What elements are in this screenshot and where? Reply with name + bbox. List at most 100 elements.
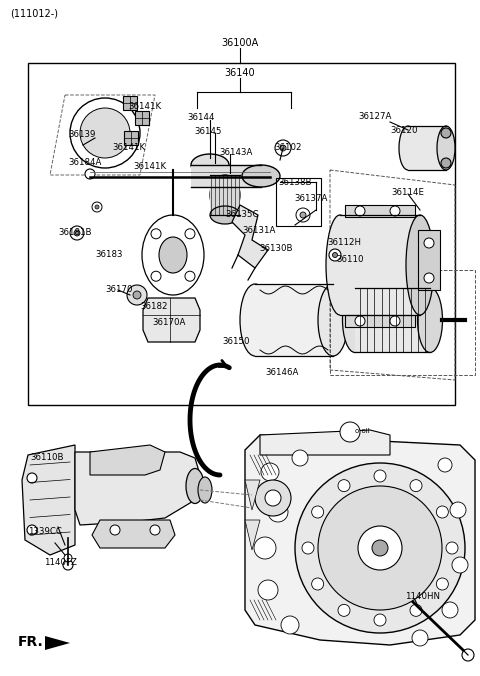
Circle shape	[133, 291, 141, 299]
Text: 36110: 36110	[336, 255, 363, 264]
Circle shape	[329, 249, 341, 261]
Text: 36100A: 36100A	[221, 38, 259, 48]
Circle shape	[92, 202, 102, 212]
Text: 36141K: 36141K	[128, 102, 161, 111]
Circle shape	[151, 228, 161, 239]
Bar	[418, 230, 440, 290]
Text: 1140FZ: 1140FZ	[44, 558, 77, 567]
Polygon shape	[92, 520, 175, 548]
Text: 36184A: 36184A	[68, 158, 101, 167]
Polygon shape	[245, 520, 260, 550]
Circle shape	[441, 128, 451, 138]
Circle shape	[436, 578, 448, 590]
Circle shape	[302, 542, 314, 554]
Circle shape	[446, 542, 458, 554]
Text: 1140HN: 1140HN	[405, 592, 440, 601]
Polygon shape	[45, 636, 70, 650]
Text: 36170A: 36170A	[152, 318, 185, 327]
Text: 36181B: 36181B	[58, 228, 92, 237]
Circle shape	[80, 108, 130, 158]
Bar	[345, 205, 415, 217]
Text: 36144: 36144	[187, 113, 215, 122]
Circle shape	[450, 502, 466, 518]
Circle shape	[281, 616, 299, 634]
Text: 36120: 36120	[390, 126, 418, 135]
Text: 36143A: 36143A	[219, 148, 252, 157]
Bar	[210, 175, 240, 215]
Circle shape	[338, 604, 350, 617]
Circle shape	[390, 316, 400, 326]
Text: 36141K: 36141K	[112, 143, 145, 152]
Text: 36182: 36182	[140, 302, 168, 311]
Circle shape	[27, 525, 37, 535]
Circle shape	[275, 140, 291, 156]
Ellipse shape	[159, 237, 187, 273]
Text: 36127A: 36127A	[358, 112, 391, 121]
Polygon shape	[22, 445, 75, 555]
Circle shape	[442, 602, 458, 618]
Text: 36102: 36102	[274, 143, 301, 152]
Bar	[28, 63, 455, 405]
Circle shape	[150, 525, 160, 535]
Bar	[255, 284, 333, 356]
Circle shape	[151, 271, 161, 281]
Circle shape	[261, 463, 279, 481]
Circle shape	[390, 206, 400, 216]
Circle shape	[95, 205, 99, 209]
Circle shape	[265, 490, 281, 506]
Bar	[135, 111, 149, 125]
Polygon shape	[245, 435, 475, 645]
Circle shape	[63, 560, 73, 570]
Circle shape	[110, 525, 120, 535]
Circle shape	[70, 226, 84, 240]
Circle shape	[462, 649, 474, 661]
Polygon shape	[245, 480, 260, 510]
Circle shape	[436, 506, 448, 518]
Text: 36137A: 36137A	[294, 194, 327, 203]
Ellipse shape	[240, 284, 270, 356]
Polygon shape	[90, 445, 165, 475]
Polygon shape	[260, 430, 390, 455]
Circle shape	[355, 316, 365, 326]
Text: o oil: o oil	[355, 428, 370, 434]
Ellipse shape	[191, 154, 229, 176]
Bar	[123, 96, 137, 110]
Bar	[355, 288, 430, 353]
Circle shape	[452, 557, 468, 573]
Ellipse shape	[318, 284, 348, 356]
Text: 36110B: 36110B	[30, 453, 63, 462]
Bar	[124, 131, 138, 145]
Circle shape	[258, 580, 278, 600]
Text: 36146A: 36146A	[265, 368, 299, 377]
Circle shape	[374, 470, 386, 482]
Ellipse shape	[242, 165, 280, 187]
Circle shape	[185, 271, 195, 281]
Text: (111012-): (111012-)	[10, 8, 58, 18]
Text: FR.: FR.	[18, 635, 44, 649]
Ellipse shape	[210, 206, 240, 224]
Circle shape	[295, 463, 465, 633]
Text: 36112H: 36112H	[327, 238, 361, 247]
Circle shape	[254, 537, 276, 559]
Ellipse shape	[343, 287, 368, 352]
Text: 36131A: 36131A	[242, 226, 276, 235]
Circle shape	[85, 169, 95, 179]
Circle shape	[441, 158, 451, 168]
Circle shape	[410, 604, 422, 617]
Text: 36140: 36140	[225, 68, 255, 78]
Text: 36170: 36170	[105, 285, 132, 294]
Text: 36130B: 36130B	[259, 244, 292, 253]
Circle shape	[268, 502, 288, 522]
Circle shape	[185, 228, 195, 239]
Circle shape	[280, 145, 286, 151]
Circle shape	[372, 540, 388, 556]
Ellipse shape	[399, 126, 417, 170]
Circle shape	[74, 230, 80, 236]
Text: 36150: 36150	[222, 337, 250, 346]
Circle shape	[312, 578, 324, 590]
Text: 36141K: 36141K	[133, 162, 166, 171]
Circle shape	[333, 253, 337, 258]
Ellipse shape	[326, 215, 354, 315]
Circle shape	[438, 458, 452, 472]
Circle shape	[255, 480, 291, 516]
